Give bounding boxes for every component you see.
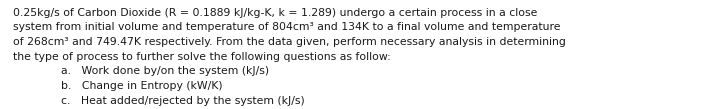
Text: system from initial volume and temperature of 804cm³ and 134K to a final volume : system from initial volume and temperatu… [13,22,560,32]
Text: the type of process to further solve the following questions as follow:: the type of process to further solve the… [13,52,391,62]
Text: 0.25kg/s of Carbon Dioxide (R = 0.1889 kJ/kg-K, k = 1.289) undergo a certain pro: 0.25kg/s of Carbon Dioxide (R = 0.1889 k… [13,8,537,18]
Text: of 268cm³ and 749.47K respectively. From the data given, perform necessary analy: of 268cm³ and 749.47K respectively. From… [13,37,566,47]
Text: b.   Change in Entropy (kW/K): b. Change in Entropy (kW/K) [61,81,222,91]
Text: a.   Work done by/on the system (kJ/s): a. Work done by/on the system (kJ/s) [61,66,269,77]
Text: c.   Heat added/rejected by the system (kJ/s): c. Heat added/rejected by the system (kJ… [61,96,305,106]
